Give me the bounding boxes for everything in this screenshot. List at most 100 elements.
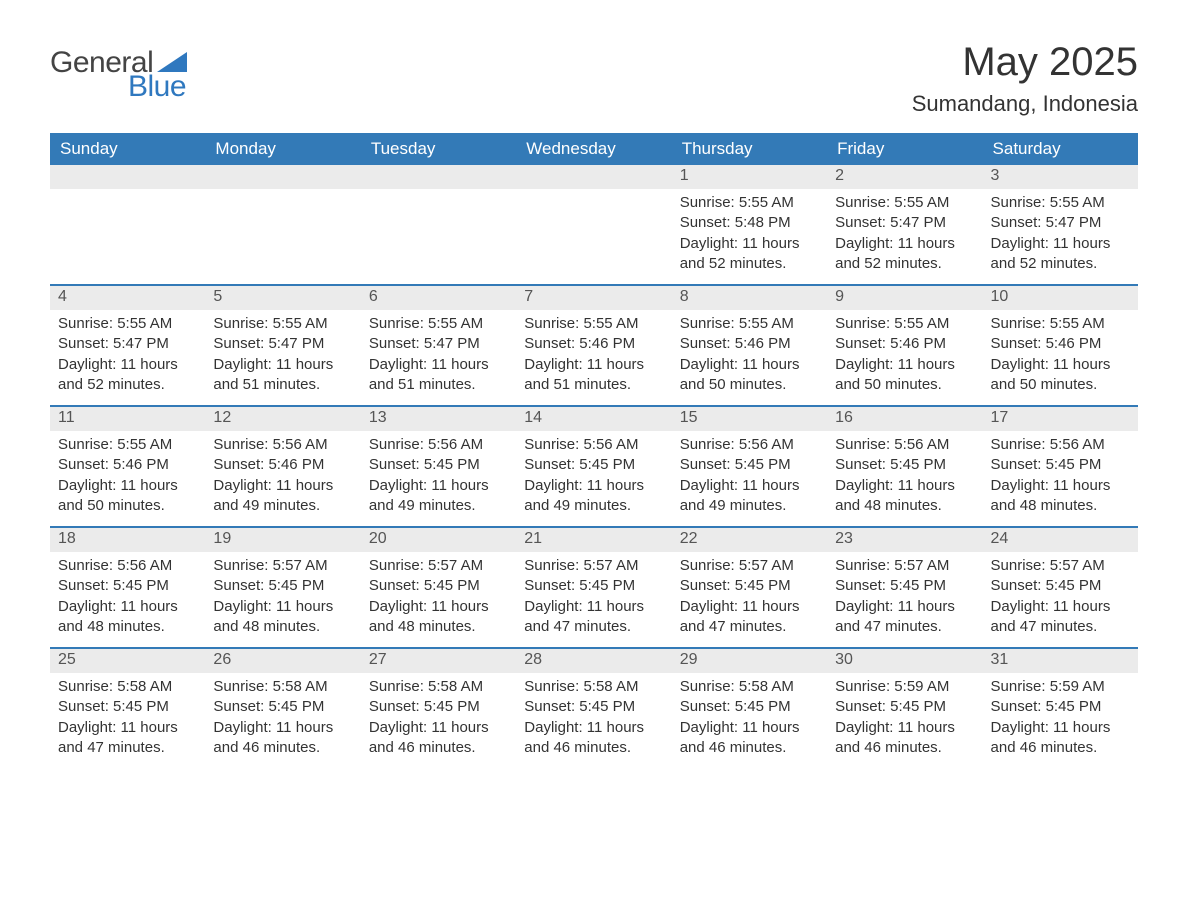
sunrise-line: Sunrise: 5:57 AM (213, 556, 352, 576)
day-cell (516, 165, 671, 284)
daylight-line: Daylight: 11 hours and 48 minutes. (369, 597, 508, 638)
sunset-line: Sunset: 5:45 PM (58, 697, 197, 717)
sunset-line: Sunset: 5:46 PM (524, 334, 663, 354)
day-number: 22 (672, 528, 827, 552)
daylight-line: Daylight: 11 hours and 46 minutes. (835, 718, 974, 759)
sunrise-line: Sunrise: 5:55 AM (835, 193, 974, 213)
sunrise-line: Sunrise: 5:57 AM (369, 556, 508, 576)
day-number: 28 (516, 649, 671, 673)
day-cell: 29Sunrise: 5:58 AMSunset: 5:45 PMDayligh… (672, 649, 827, 768)
day-details: Sunrise: 5:59 AMSunset: 5:45 PMDaylight:… (983, 673, 1138, 768)
day-number: 8 (672, 286, 827, 310)
day-number: 25 (50, 649, 205, 673)
day-details: Sunrise: 5:58 AMSunset: 5:45 PMDaylight:… (50, 673, 205, 768)
day-cell (361, 165, 516, 284)
daylight-line: Daylight: 11 hours and 48 minutes. (213, 597, 352, 638)
sunrise-line: Sunrise: 5:58 AM (524, 677, 663, 697)
day-number: 12 (205, 407, 360, 431)
sunset-line: Sunset: 5:45 PM (835, 455, 974, 475)
sunrise-line: Sunrise: 5:55 AM (991, 193, 1130, 213)
title-block: May 2025 Sumandang, Indonesia (912, 40, 1138, 127)
day-number: 24 (983, 528, 1138, 552)
sunrise-line: Sunrise: 5:56 AM (835, 435, 974, 455)
daylight-line: Daylight: 11 hours and 52 minutes. (991, 234, 1130, 275)
day-details (205, 189, 360, 203)
day-cell: 25Sunrise: 5:58 AMSunset: 5:45 PMDayligh… (50, 649, 205, 768)
sunrise-line: Sunrise: 5:56 AM (58, 556, 197, 576)
day-number: 18 (50, 528, 205, 552)
day-number: 16 (827, 407, 982, 431)
daylight-line: Daylight: 11 hours and 47 minutes. (58, 718, 197, 759)
daylight-line: Daylight: 11 hours and 48 minutes. (58, 597, 197, 638)
day-number: 20 (361, 528, 516, 552)
day-cell: 28Sunrise: 5:58 AMSunset: 5:45 PMDayligh… (516, 649, 671, 768)
day-number: 11 (50, 407, 205, 431)
day-details: Sunrise: 5:55 AMSunset: 5:47 PMDaylight:… (50, 310, 205, 405)
day-cell: 22Sunrise: 5:57 AMSunset: 5:45 PMDayligh… (672, 528, 827, 647)
sunrise-line: Sunrise: 5:57 AM (991, 556, 1130, 576)
weekday-header: Monday (205, 133, 360, 165)
day-cell: 23Sunrise: 5:57 AMSunset: 5:45 PMDayligh… (827, 528, 982, 647)
sunset-line: Sunset: 5:45 PM (524, 455, 663, 475)
day-details: Sunrise: 5:56 AMSunset: 5:45 PMDaylight:… (672, 431, 827, 526)
sunset-line: Sunset: 5:47 PM (369, 334, 508, 354)
location-subtitle: Sumandang, Indonesia (912, 91, 1138, 117)
day-cell: 4Sunrise: 5:55 AMSunset: 5:47 PMDaylight… (50, 286, 205, 405)
day-cell: 11Sunrise: 5:55 AMSunset: 5:46 PMDayligh… (50, 407, 205, 526)
day-number: 17 (983, 407, 1138, 431)
day-number: 23 (827, 528, 982, 552)
day-cell: 3Sunrise: 5:55 AMSunset: 5:47 PMDaylight… (983, 165, 1138, 284)
sunset-line: Sunset: 5:45 PM (680, 455, 819, 475)
day-number: 19 (205, 528, 360, 552)
sunset-line: Sunset: 5:45 PM (213, 576, 352, 596)
daylight-line: Daylight: 11 hours and 46 minutes. (991, 718, 1130, 759)
daylight-line: Daylight: 11 hours and 48 minutes. (835, 476, 974, 517)
sunset-line: Sunset: 5:45 PM (524, 697, 663, 717)
day-number: 30 (827, 649, 982, 673)
day-details: Sunrise: 5:56 AMSunset: 5:45 PMDaylight:… (361, 431, 516, 526)
day-details: Sunrise: 5:55 AMSunset: 5:47 PMDaylight:… (827, 189, 982, 284)
day-number: 4 (50, 286, 205, 310)
sunset-line: Sunset: 5:45 PM (213, 697, 352, 717)
sunset-line: Sunset: 5:46 PM (213, 455, 352, 475)
daylight-line: Daylight: 11 hours and 50 minutes. (835, 355, 974, 396)
sunrise-line: Sunrise: 5:58 AM (680, 677, 819, 697)
daylight-line: Daylight: 11 hours and 52 minutes. (680, 234, 819, 275)
daylight-line: Daylight: 11 hours and 51 minutes. (524, 355, 663, 396)
sunrise-line: Sunrise: 5:55 AM (213, 314, 352, 334)
day-cell: 31Sunrise: 5:59 AMSunset: 5:45 PMDayligh… (983, 649, 1138, 768)
day-number: 21 (516, 528, 671, 552)
day-cell: 19 Sunrise: 5:57 AMSunset: 5:45 PMDayligh… (205, 528, 360, 647)
sunset-line: Sunset: 5:46 PM (835, 334, 974, 354)
sunrise-line: Sunrise: 5:56 AM (369, 435, 508, 455)
page-header: General Blue May 2025 Sumandang, Indones… (50, 40, 1138, 127)
day-cell: 26Sunrise: 5:58 AMSunset: 5:45 PMDayligh… (205, 649, 360, 768)
day-details: Sunrise: 5:55 AMSunset: 5:47 PMDaylight:… (361, 310, 516, 405)
day-details: Sunrise: 5:55 AMSunset: 5:46 PMDaylight:… (516, 310, 671, 405)
day-number (50, 165, 205, 189)
sunset-line: Sunset: 5:45 PM (58, 576, 197, 596)
day-number: 29 (672, 649, 827, 673)
day-cell: 30Sunrise: 5:59 AMSunset: 5:45 PMDayligh… (827, 649, 982, 768)
weekday-header: Thursday (672, 133, 827, 165)
day-cell: 8Sunrise: 5:55 AMSunset: 5:46 PMDaylight… (672, 286, 827, 405)
week-row: 4Sunrise: 5:55 AMSunset: 5:47 PMDaylight… (50, 284, 1138, 405)
day-details (361, 189, 516, 203)
day-details: Sunrise: 5:56 AMSunset: 5:45 PMDaylight:… (983, 431, 1138, 526)
day-cell: 12Sunrise: 5:56 AMSunset: 5:46 PMDayligh… (205, 407, 360, 526)
logo: General Blue (50, 40, 187, 102)
sunset-line: Sunset: 5:45 PM (991, 576, 1130, 596)
daylight-line: Daylight: 11 hours and 49 minutes. (680, 476, 819, 517)
day-number: 14 (516, 407, 671, 431)
day-details: Sunrise: 5:58 AMSunset: 5:45 PMDaylight:… (361, 673, 516, 768)
day-cell: 24Sunrise: 5:57 AMSunset: 5:45 PMDayligh… (983, 528, 1138, 647)
day-number (516, 165, 671, 189)
day-details: Sunrise: 5:56 AMSunset: 5:45 PMDaylight:… (827, 431, 982, 526)
day-cell: 14Sunrise: 5:56 AMSunset: 5:45 PMDayligh… (516, 407, 671, 526)
sunset-line: Sunset: 5:47 PM (991, 213, 1130, 233)
sunrise-line: Sunrise: 5:55 AM (58, 314, 197, 334)
day-number: 31 (983, 649, 1138, 673)
day-number (205, 165, 360, 189)
daylight-line: Daylight: 11 hours and 51 minutes. (369, 355, 508, 396)
day-details (50, 189, 205, 203)
